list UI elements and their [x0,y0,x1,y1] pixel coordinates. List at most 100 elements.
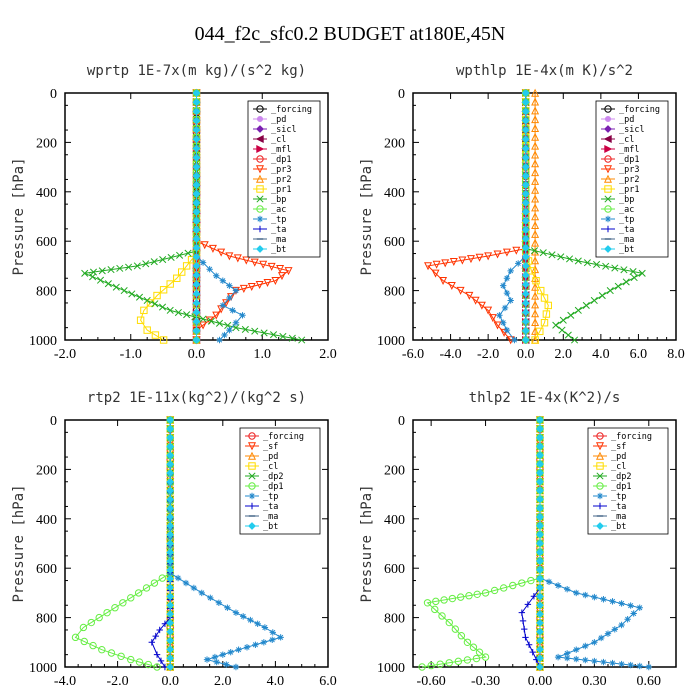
figure-title: 044_f2c_sfc0.2 BUDGET at180E,45N [195,23,506,45]
data-point [521,98,530,107]
data-point [630,274,638,282]
data-point [192,271,201,280]
data-point [521,226,530,234]
data-point [484,306,493,315]
data-point [521,163,530,172]
x-tick-label: -0.30 [471,674,500,689]
data-point [512,246,521,255]
data-point [192,317,201,326]
data-point [232,609,240,616]
legend-label: _ac [619,205,634,215]
data-point [158,574,167,582]
data-point [536,610,544,618]
data-point [103,608,111,617]
legend-marker [256,155,264,163]
data-point [269,331,278,339]
data-point [192,235,201,243]
legend-marker [248,502,256,510]
data-point [203,656,211,663]
legend-marker [256,115,264,123]
data-point [174,574,182,582]
legend-label: _ma [263,512,278,522]
data-point [530,592,538,600]
data-point [536,548,544,557]
data-point [531,168,540,177]
data-point [190,584,198,592]
data-point [183,311,191,319]
data-point [255,280,264,289]
data-point [261,624,269,631]
data-point [153,651,161,658]
data-point [536,424,544,433]
series-line [140,93,197,341]
data-point [192,190,201,198]
data-point [499,282,507,289]
legend-marker [595,451,605,460]
data-point [531,141,540,150]
data-point [95,613,103,622]
legend-marker [596,472,604,480]
data-point [199,259,207,266]
data-point [192,153,201,162]
data-point [531,150,540,159]
y-tick-label: 1000 [29,334,57,349]
data-point [153,291,161,300]
data-point [527,267,536,275]
data-point [521,235,530,243]
legend-marker [596,522,604,530]
series-line [74,420,171,668]
data-point [166,645,175,654]
data-point [521,299,530,307]
data-point [182,579,190,587]
data-point [260,329,268,337]
data-point [521,289,530,298]
data-point [531,212,540,221]
legend-marker [248,492,256,500]
data-point [166,416,175,424]
y-axis-label: Pressure [hPa] [11,484,27,602]
data-point [166,495,175,504]
legend-marker [604,185,612,193]
data-point [521,336,530,344]
data-point [536,645,544,654]
legend-marker [596,492,604,500]
data-point [509,581,517,590]
legend-label: _sf [611,442,626,452]
data-point [166,618,175,627]
data-point [192,244,201,252]
data-point [166,306,174,314]
data-point [182,262,191,270]
data-point [531,256,540,265]
legend-label: _tp [263,492,278,502]
data-point [471,296,480,305]
panel-title: wprtp 1E-7x(m kg)/(s^2 kg) [87,63,306,79]
legend-marker [596,482,604,490]
legend-label: _dp1 [619,155,639,165]
data-point [465,592,473,600]
data-point [552,321,560,329]
data-point [89,273,97,281]
legend-label: _mfl [619,145,639,155]
legend-label: _cl [271,135,286,145]
legend-label: _cl [611,462,626,472]
data-point [540,294,549,302]
data-point [484,252,493,261]
legend-marker [603,134,612,144]
data-point [151,300,159,308]
data-point [288,334,296,342]
data-point [521,153,530,162]
data-point [241,325,249,333]
data-point [531,123,540,132]
y-axis-label: Pressure [hPa] [359,484,375,602]
x-tick-label: 1.0 [254,347,272,362]
legend-label: _tp [611,492,626,502]
data-point [501,304,509,312]
x-tick-label: -2.0 [107,674,129,689]
data-point [600,596,607,603]
data-point [213,272,220,279]
data-point [573,646,580,653]
y-tick-label: 200 [384,136,405,151]
data-point [573,589,580,597]
y-tick-label: 200 [36,136,57,151]
y-tick-label: 1000 [377,334,405,349]
